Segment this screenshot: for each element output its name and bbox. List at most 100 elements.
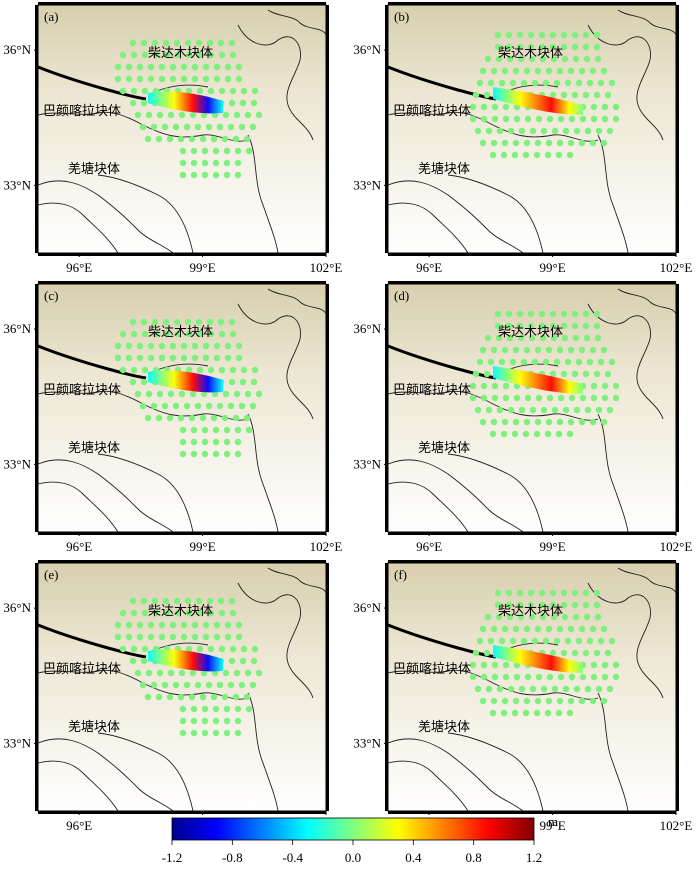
observation-point xyxy=(593,43,601,51)
observation-point xyxy=(513,115,521,123)
observation-point xyxy=(483,370,491,378)
observation-point xyxy=(223,705,231,713)
observation-point xyxy=(544,151,552,159)
observation-point xyxy=(211,111,219,119)
observation-point xyxy=(487,637,495,645)
block-label-bayan-har: 巴颜喀拉块体 xyxy=(393,103,471,119)
observation-point xyxy=(228,657,236,665)
observation-point xyxy=(210,414,218,422)
observation-point xyxy=(600,625,608,633)
observation-point xyxy=(145,669,153,677)
observation-point xyxy=(582,310,590,318)
observation-point xyxy=(545,625,553,633)
observation-point xyxy=(472,370,480,378)
observation-point xyxy=(489,151,497,159)
observation-point xyxy=(501,346,509,354)
fault-trace xyxy=(37,344,147,380)
observation-point xyxy=(191,354,199,362)
block-boundary xyxy=(37,202,119,254)
observation-point xyxy=(578,67,586,75)
topography xyxy=(38,5,326,253)
observation-point xyxy=(152,609,160,617)
frame-top xyxy=(38,281,326,284)
observation-point xyxy=(161,402,169,410)
observation-point xyxy=(573,127,581,135)
observation-point xyxy=(240,366,248,374)
observation-point xyxy=(539,334,547,342)
y-tick-label: 33°N xyxy=(353,456,381,471)
observation-point xyxy=(556,67,564,75)
observation-point xyxy=(590,382,598,390)
observation-point xyxy=(549,649,557,657)
panel-label: (d) xyxy=(394,288,409,303)
x-tick-label: 102°E xyxy=(310,260,343,275)
observation-point xyxy=(221,693,229,701)
observation-point xyxy=(180,633,188,641)
observation-point xyxy=(173,597,181,605)
observation-point xyxy=(163,609,171,617)
observation-point xyxy=(240,87,248,95)
observation-point xyxy=(141,51,149,59)
observation-point xyxy=(566,151,574,159)
observation-point xyxy=(555,709,563,717)
observation-point xyxy=(498,79,506,87)
observation-point xyxy=(152,51,160,59)
observation-point xyxy=(205,681,213,689)
observation-point xyxy=(555,430,563,438)
observation-point xyxy=(490,625,498,633)
observation-point xyxy=(229,51,237,59)
observation-point xyxy=(561,334,569,342)
slip-distribution xyxy=(148,649,223,672)
observation-point xyxy=(147,75,155,83)
observation-point xyxy=(560,31,568,39)
observation-point xyxy=(169,63,177,71)
observation-point xyxy=(194,681,202,689)
observation-point xyxy=(189,390,197,398)
observation-point xyxy=(506,613,514,621)
observation-point xyxy=(593,589,601,597)
block-boundary xyxy=(597,692,629,812)
observation-point xyxy=(527,589,535,597)
observation-point xyxy=(567,139,575,147)
observation-point xyxy=(222,669,230,677)
frame-left xyxy=(35,563,38,811)
observation-point xyxy=(223,147,231,155)
observation-point xyxy=(491,382,499,390)
observation-point xyxy=(161,681,169,689)
observation-point xyxy=(579,394,587,402)
observation-point xyxy=(523,67,531,75)
block-label-qaidam: 柴达木块体 xyxy=(148,604,213,619)
observation-point xyxy=(213,63,221,71)
observation-point xyxy=(608,637,616,645)
observation-point xyxy=(501,139,509,147)
observation-point xyxy=(223,450,231,458)
observation-point xyxy=(575,79,583,87)
x-tick-label: 99°E xyxy=(540,818,566,833)
observation-point xyxy=(136,342,144,350)
observation-point xyxy=(235,75,243,83)
observation-point xyxy=(190,729,198,737)
observation-point xyxy=(583,613,591,621)
observation-point xyxy=(516,43,524,51)
observation-point xyxy=(582,322,590,330)
observation-point xyxy=(479,139,487,147)
observation-point xyxy=(195,597,203,605)
block-label-bayan-har: 巴颜喀拉块体 xyxy=(43,382,121,398)
observation-point xyxy=(494,43,502,51)
observation-point xyxy=(223,717,231,725)
observation-point xyxy=(134,111,142,119)
observation-point xyxy=(200,669,208,677)
observation-point xyxy=(229,645,237,653)
frame-top xyxy=(38,560,326,563)
observation-point xyxy=(139,402,147,410)
observation-point xyxy=(223,159,231,167)
observation-point xyxy=(551,685,559,693)
frame-left xyxy=(35,5,38,253)
observation-point xyxy=(125,75,133,83)
observation-point xyxy=(582,601,590,609)
observation-point xyxy=(174,609,182,617)
block-boundary xyxy=(247,134,279,254)
block-boundary xyxy=(447,174,544,254)
